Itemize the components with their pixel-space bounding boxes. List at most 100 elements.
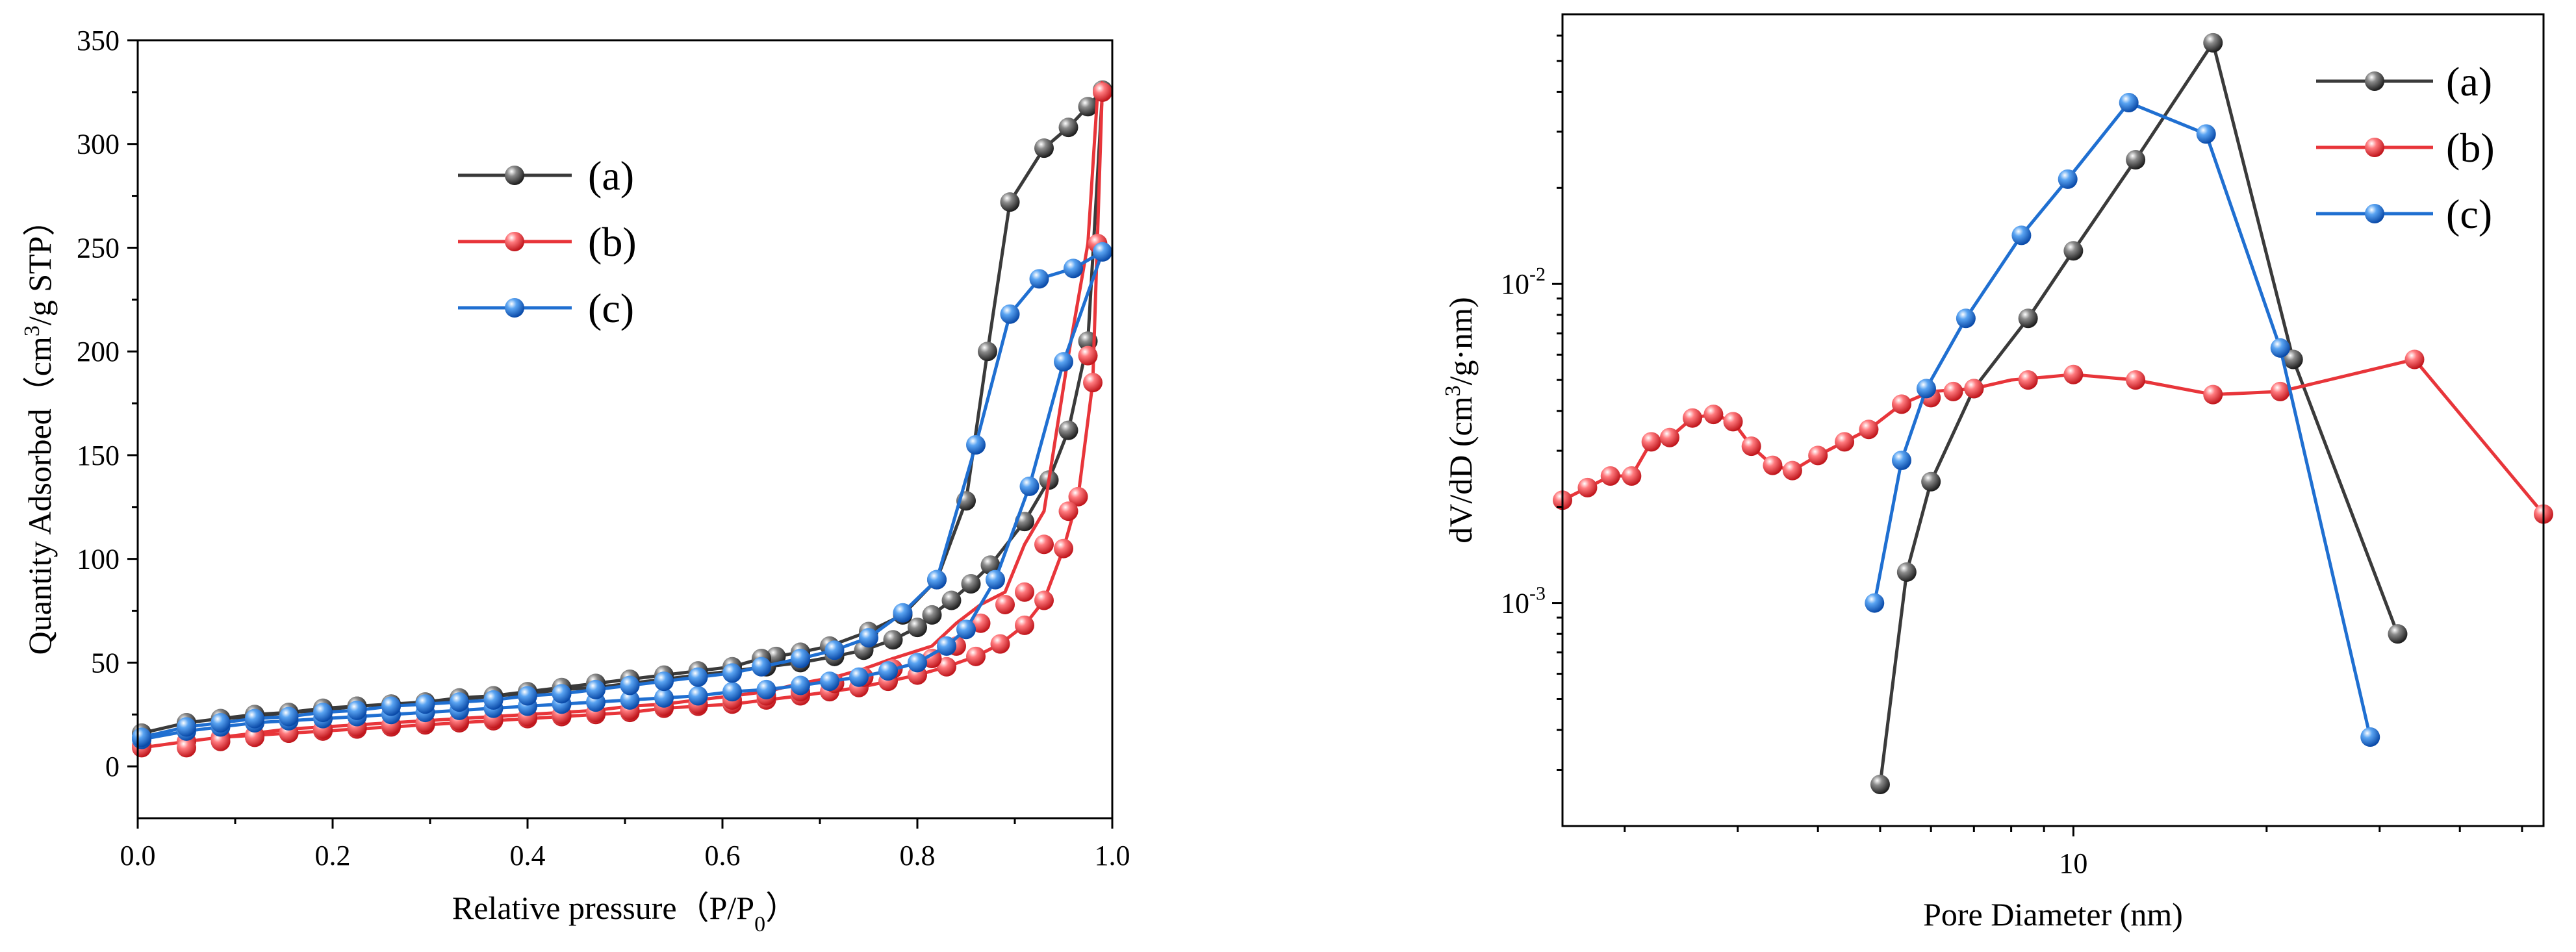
left-series-point-2 [415,694,435,714]
right-chart-y-axis-title: dV/dD (cm3/g·nm) [1441,297,1479,543]
right-chart-series-layer [1553,32,2553,794]
right-series-point-2 [2196,124,2216,144]
left-series-point-2 [722,682,742,702]
left-series-point-2 [245,708,264,729]
right-series-point-1 [2404,349,2425,370]
left-series-point-0 [1058,420,1078,440]
right-series-point-1 [2270,381,2290,401]
right-chart-legend: (a) (b) (c) [2316,58,2495,237]
right-legend-marker-0 [2365,71,2384,91]
left-series-point-2 [279,707,299,727]
right-series-line-1 [1561,357,2545,516]
left-legend-label-1: (b) [588,219,637,265]
left-series-point-0 [883,630,903,650]
right-y-tick-label: 10-3 [1501,583,1546,620]
left-series-point-2 [1000,304,1020,324]
left-legend-label-0: (a) [588,153,634,199]
left-series-point-2 [552,684,572,704]
right-legend-label-1: (b) [2446,125,2495,171]
right-chart: 10 10-3 10-2 Pore Diameter (nm) dV/dD (cm3… [1441,13,2553,933]
left-series-point-1 [1034,590,1054,610]
right-series-point-1 [2203,384,2223,405]
left-chart-y-axis-title: Quantity Adsorbed（cm3/g STP） [20,204,58,655]
right-series-point-0 [1896,562,1917,582]
left-series-point-0 [978,342,997,362]
left-series-line-2 [141,248,1106,742]
left-series-point-1 [1083,373,1103,393]
right-series-point-2 [2270,338,2290,358]
left-series-point-2 [908,653,927,673]
left-y-tick-label: 150 [77,440,120,471]
left-series-point-1 [1068,486,1088,507]
left-legend-marker-2 [505,298,524,318]
right-series-point-0 [1870,774,1890,794]
left-series-point-2 [1064,258,1083,279]
left-series-line-1 [141,81,1104,749]
right-series-point-1 [1600,466,1620,486]
left-series-point-2 [722,663,742,683]
left-series-point-2 [849,667,869,687]
left-series-point-1 [1015,615,1034,635]
left-series-point-0 [961,574,981,594]
right-legend-marker-1 [2365,138,2384,157]
left-legend-label-2: (c) [588,285,634,331]
left-chart-legend: (a) (b) (c) [458,153,637,331]
left-series-point-2 [927,570,947,590]
left-y-tick-label: 100 [77,544,120,575]
left-series-point-2 [177,717,196,737]
left-chart: 0.0 0.2 0.4 0.6 0.8 1.0050100150200250300350 … [20,25,1130,936]
left-series-point-2 [756,679,776,699]
right-series-line-0 [1878,38,2399,785]
left-series-point-2 [937,636,956,656]
right-series-point-2 [1956,308,1976,329]
right-series-point-1 [2018,370,2038,390]
right-series-point-2 [2360,727,2380,747]
left-series-point-2 [483,690,504,710]
left-series-point-1 [937,657,956,677]
left-x-tick-label: 0.4 [510,840,546,871]
left-series-point-1 [1015,582,1034,602]
left-x-tick-label: 1.0 [1095,840,1130,871]
left-series-point-2 [132,727,151,747]
right-chart-frame [1561,13,2545,827]
right-series-point-2 [1865,593,1885,613]
right-series-point-0 [2283,349,2303,370]
right-series-point-1 [2126,370,2146,390]
right-series-point-1 [1741,436,1761,457]
left-series-point-2 [347,700,367,720]
left-chart-x-axis-title: Relative pressure（P/P0） [452,890,798,936]
left-series-point-2 [654,671,674,692]
right-series-point-1 [1964,379,1984,399]
right-series-point-2 [2058,169,2078,189]
left-series-point-2 [893,603,913,623]
left-series-point-0 [922,605,942,625]
right-series-line-2 [1872,101,2372,738]
left-x-tick-label: 0.6 [705,840,741,871]
left-series-point-1 [1078,345,1098,366]
right-series-point-1 [1622,466,1642,486]
left-y-tick-label: 250 [77,232,120,264]
left-series-point-2 [620,675,640,695]
right-series-point-2 [1891,450,1911,470]
left-series-point-2 [1054,352,1073,372]
left-series-point-1 [990,634,1010,654]
left-series-point-1 [177,738,196,758]
right-series-point-1 [1641,432,1661,452]
right-series-point-1 [2063,364,2084,384]
right-chart-x-axis-title: Pore Diameter (nm) [1923,896,2183,933]
left-series-point-0 [908,618,927,638]
left-series-point-2 [824,640,845,660]
left-series-point-1 [971,613,991,633]
left-series-point-2 [620,690,640,710]
right-series-point-1 [1577,477,1598,497]
left-series-point-2 [1029,269,1049,289]
left-y-tick-label: 0 [105,751,120,783]
left-series-point-0 [941,590,962,610]
left-series-point-1 [210,731,231,751]
left-series-point-2 [956,620,976,640]
left-series-point-2 [688,667,708,687]
right-series-point-1 [1859,420,1879,440]
right-legend-label-0: (a) [2446,58,2492,105]
left-series-point-2 [966,434,986,455]
